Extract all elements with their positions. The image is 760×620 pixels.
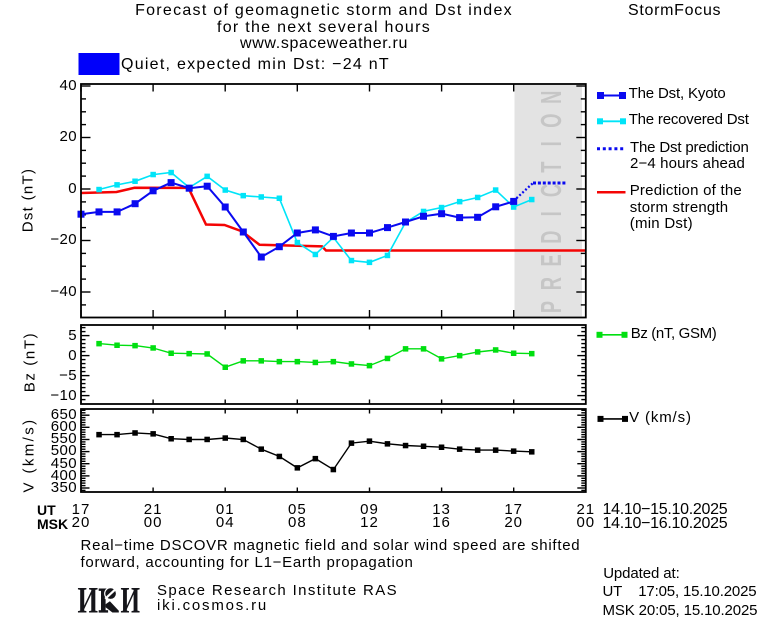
svg-text:И: И — [78, 581, 99, 620]
svg-text:E: E — [536, 254, 568, 266]
svg-text:C: C — [536, 184, 568, 197]
svg-text:I: I — [536, 141, 568, 146]
svg-text:T: T — [536, 161, 568, 172]
svg-text:I: I — [536, 211, 568, 216]
svg-text:P: P — [536, 301, 568, 313]
svg-text:D: D — [536, 231, 568, 244]
svg-text:O: O — [536, 113, 568, 127]
svg-text:N: N — [536, 91, 568, 104]
svg-text:R: R — [536, 277, 568, 290]
svg-text:И: И — [121, 581, 141, 620]
